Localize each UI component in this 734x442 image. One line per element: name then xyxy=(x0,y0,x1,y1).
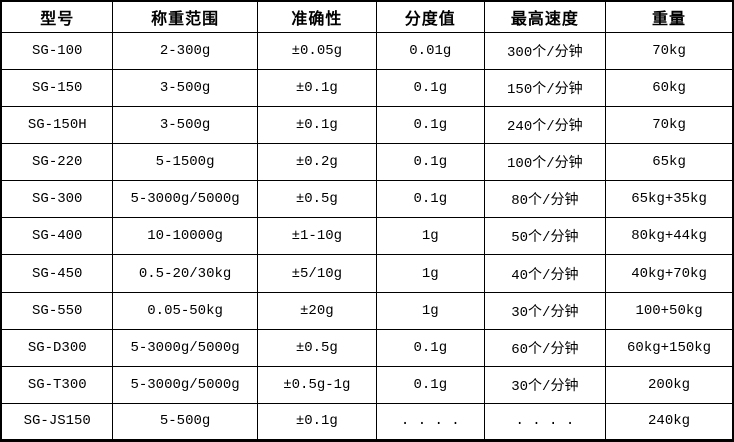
table-row: SG-100 2-300g ±0.05g 0.01g 300个/分钟 70kg xyxy=(0,31,734,71)
cell: 0.05-50kg xyxy=(112,291,258,330)
cell: 1g xyxy=(376,291,485,330)
cell: 60kg+150kg xyxy=(605,328,734,367)
cell: 150个/分钟 xyxy=(483,69,607,108)
cell: 5-3000g/5000g xyxy=(112,180,258,219)
cell: ±0.1g xyxy=(256,106,378,145)
cell: ±0.5g xyxy=(256,180,378,219)
model-cell: SG-450 xyxy=(0,254,114,293)
table-row: SG-400 10-10000g ±1-10g 1g 50个/分钟 80kg+44kg xyxy=(0,217,734,256)
cell: 0.1g xyxy=(376,365,485,404)
cell: 40个/分钟 xyxy=(483,254,607,293)
cell: 100+50kg xyxy=(605,291,734,330)
column-header: 最高速度 xyxy=(483,0,607,33)
cell: ±0.5g-1g xyxy=(256,365,378,404)
cell: 0.1g xyxy=(376,143,485,182)
cell: 80kg+44kg xyxy=(605,217,734,256)
cell: 60kg xyxy=(605,69,734,108)
cell: 5-1500g xyxy=(112,143,258,182)
table-row: SG-550 0.05-50kg ±20g 1g 30个/分钟 100+50kg xyxy=(0,291,734,330)
cell: 3-500g xyxy=(112,69,258,108)
table-row: SG-T300 5-3000g/5000g ±0.5g-1g 0.1g 30个/分钟 20… xyxy=(0,365,734,404)
cell: . . . . xyxy=(483,402,607,442)
cell: 1g xyxy=(376,217,485,256)
cell: 0.01g xyxy=(376,31,485,71)
cell: 300个/分钟 xyxy=(483,31,607,71)
cell: 0.1g xyxy=(376,328,485,367)
cell: 5-500g xyxy=(112,402,258,442)
model-cell: SG-550 xyxy=(0,291,114,330)
table-body: SG-100 2-300g ±0.05g 0.01g 300个/分钟 70kg SG-150… xyxy=(0,31,734,442)
model-cell: SG-100 xyxy=(0,31,114,71)
cell: 240个/分钟 xyxy=(483,106,607,145)
model-cell: SG-300 xyxy=(0,180,114,219)
column-header: 准确性 xyxy=(256,0,378,33)
cell: 70kg xyxy=(605,106,734,145)
model-cell: SG-150H xyxy=(0,106,114,145)
cell: 30个/分钟 xyxy=(483,365,607,404)
cell: ±0.5g xyxy=(256,328,378,367)
cell: 10-10000g xyxy=(112,217,258,256)
table-row: SG-300 5-3000g/5000g ±0.5g 0.1g 80个/分钟 65kg+3… xyxy=(0,180,734,219)
cell: 1g xyxy=(376,254,485,293)
column-header: 分度值 xyxy=(376,0,485,33)
cell: 65kg xyxy=(605,143,734,182)
cell: 60个/分钟 xyxy=(483,328,607,367)
cell: 70kg xyxy=(605,31,734,71)
table-row: SG-D300 5-3000g/5000g ±0.5g 0.1g 60个/分钟 60kg+… xyxy=(0,328,734,367)
cell: 100个/分钟 xyxy=(483,143,607,182)
cell: ±0.2g xyxy=(256,143,378,182)
header-row: 型号 称重范围 准确性 分度值 最高速度 重量 xyxy=(0,0,734,33)
cell: 0.1g xyxy=(376,106,485,145)
cell: 0.1g xyxy=(376,180,485,219)
cell: 5-3000g/5000g xyxy=(112,365,258,404)
cell: ±0.1g xyxy=(256,402,378,442)
table-row: SG-220 5-1500g ±0.2g 0.1g 100个/分钟 65kg xyxy=(0,143,734,182)
cell: 40kg+70kg xyxy=(605,254,734,293)
cell: ±20g xyxy=(256,291,378,330)
model-cell: SG-T300 xyxy=(0,365,114,404)
table-row: SG-150H 3-500g ±0.1g 0.1g 240个/分钟 70kg xyxy=(0,106,734,145)
model-cell: SG-220 xyxy=(0,143,114,182)
cell: 2-300g xyxy=(112,31,258,71)
cell: 5-3000g/5000g xyxy=(112,328,258,367)
cell: 65kg+35kg xyxy=(605,180,734,219)
cell: 0.1g xyxy=(376,69,485,108)
cell: . . . . xyxy=(376,402,485,442)
cell: ±0.05g xyxy=(256,31,378,71)
model-cell: SG-D300 xyxy=(0,328,114,367)
model-cell: SG-150 xyxy=(0,69,114,108)
cell: ±5/10g xyxy=(256,254,378,293)
cell: 240kg xyxy=(605,402,734,442)
cell: 3-500g xyxy=(112,106,258,145)
model-cell: SG-JS150 xyxy=(0,402,114,442)
cell: 50个/分钟 xyxy=(483,217,607,256)
table-row: SG-JS150 5-500g ±0.1g. . . .. . . . 240kg xyxy=(0,402,734,442)
cell: 200kg xyxy=(605,365,734,404)
model-cell: SG-400 xyxy=(0,217,114,256)
table-row: SG-450 0.5-20/30kg ±5/10g 1g 40个/分钟 40kg+70kg xyxy=(0,254,734,293)
column-header: 重量 xyxy=(605,0,734,33)
table-row: SG-150 3-500g ±0.1g 0.1g 150个/分钟 60kg xyxy=(0,69,734,108)
cell: 30个/分钟 xyxy=(483,291,607,330)
cell: ±1-10g xyxy=(256,217,378,256)
cell: 0.5-20/30kg xyxy=(112,254,258,293)
cell: ±0.1g xyxy=(256,69,378,108)
column-header: 型号 xyxy=(0,0,114,33)
column-header: 称重范围 xyxy=(112,0,258,33)
cell: 80个/分钟 xyxy=(483,180,607,219)
